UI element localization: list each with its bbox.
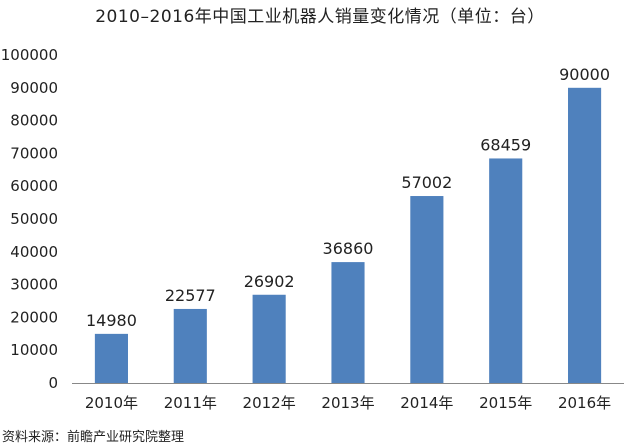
y-tick-label: 70000 xyxy=(10,144,58,162)
y-tick-label: 20000 xyxy=(10,308,58,326)
y-tick-label: 90000 xyxy=(10,79,58,97)
x-tick-label: 2015年 xyxy=(479,394,532,412)
bar xyxy=(331,262,365,383)
y-axis-ticks: 0 10000 20000 30000 40000 50000 60000 70000 8000… xyxy=(1,46,58,392)
x-tick-label: 2014年 xyxy=(400,394,453,412)
bar xyxy=(410,196,444,383)
y-tick-label: 60000 xyxy=(10,177,58,195)
source-note: 资料来源：前瞻产业研究院整理 xyxy=(2,430,185,445)
x-axis-ticks: 2010年 2011年 2012年 2013年 2014年 2015年 2016年 xyxy=(85,394,611,412)
y-tick-label: 40000 xyxy=(10,243,58,261)
y-tick-label: 30000 xyxy=(10,276,58,294)
x-tick-label: 2016年 xyxy=(558,394,611,412)
data-label: 22577 xyxy=(165,286,216,305)
bar xyxy=(173,308,207,383)
y-tick-label: 0 xyxy=(48,374,58,392)
y-tick-label: 100000 xyxy=(1,46,58,64)
data-label: 57002 xyxy=(401,173,452,192)
y-tick-label: 80000 xyxy=(10,112,58,130)
x-tick-label: 2011年 xyxy=(164,394,217,412)
bars-group xyxy=(94,87,602,384)
data-label: 68459 xyxy=(480,135,531,154)
bar xyxy=(489,158,523,383)
data-labels-group: 14980 22577 26902 36860 57002 68459 90000 xyxy=(86,65,610,330)
x-tick-label: 2012年 xyxy=(243,394,296,412)
x-tick-label: 2010年 xyxy=(85,394,138,412)
chart-title: 2010–2016年中国工业机器人销量变化情况（单位：台） xyxy=(95,7,545,27)
data-label: 26902 xyxy=(244,272,295,291)
y-tick-label: 10000 xyxy=(10,341,58,359)
data-label: 90000 xyxy=(559,65,610,84)
data-label: 14980 xyxy=(86,311,137,330)
y-tick-label: 50000 xyxy=(10,210,58,228)
x-tick-label: 2013年 xyxy=(321,394,374,412)
bar xyxy=(94,333,128,383)
bar xyxy=(568,87,602,384)
bar xyxy=(252,294,286,383)
data-label: 36860 xyxy=(323,239,374,258)
